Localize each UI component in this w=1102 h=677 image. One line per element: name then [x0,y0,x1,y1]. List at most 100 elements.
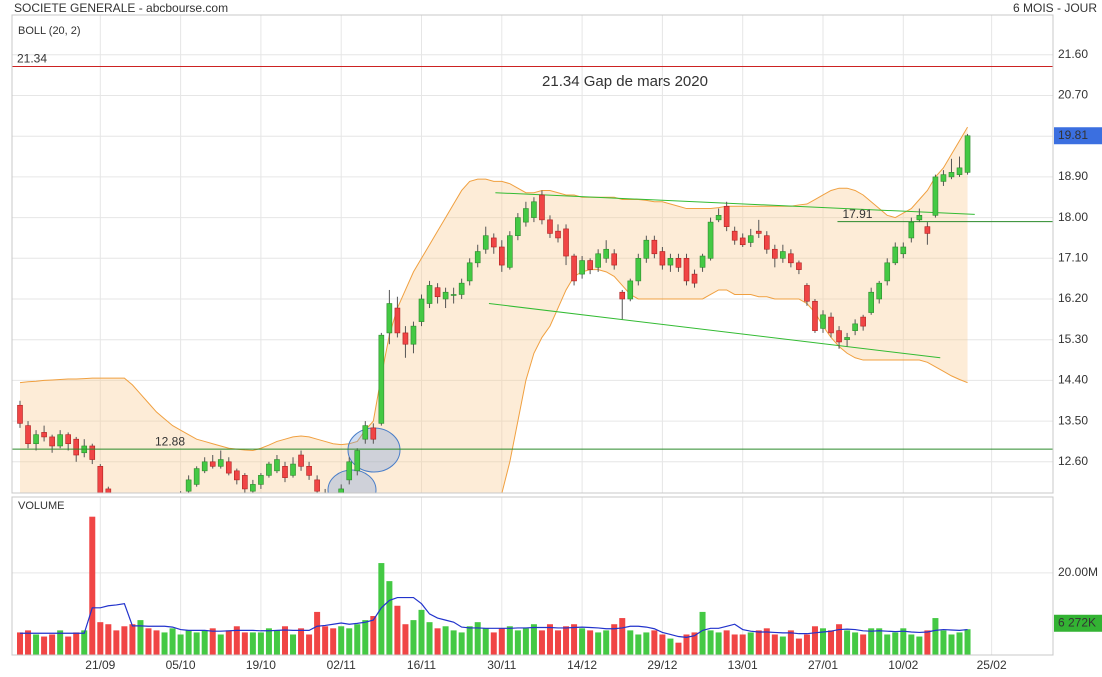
volume-bar [290,634,297,655]
candle-body [884,262,891,282]
candle-body [282,466,288,478]
candle-body [266,463,272,476]
volume-bar [129,624,136,655]
volume-bar [81,630,88,655]
axes: 12.60 13.50 14.40 15.30 16.20 17.10 18.00 18.90… [12,47,1102,672]
candle-body [378,334,385,424]
volume-bar [338,626,345,655]
volume-bar [546,624,553,655]
candle-body [699,255,706,268]
volume-bar [346,628,353,655]
volume-bar [514,630,521,655]
candle-body [370,427,377,440]
candle-body [201,461,208,472]
y-tick-label: 13.50 [1058,413,1088,427]
volume-bar [659,634,666,655]
volume-bar [675,642,682,655]
candle-body [635,257,642,282]
candle-body [747,235,754,243]
candle-body [105,488,112,493]
y-tick-label: 20.00M [1058,565,1098,579]
volume-bar [595,632,602,655]
candle-body [595,253,601,268]
candle-body [89,445,96,460]
volume-bar [571,624,578,655]
candle-body [394,307,401,334]
candle-body [804,285,810,302]
y-tick-label: 18.00 [1058,210,1088,224]
volume-pane [17,516,971,655]
volume-bar [490,632,497,655]
candle-body [225,461,232,474]
volume-bar [635,634,642,655]
header-period: 6 MOIS - JOUR [1013,1,1097,15]
last-price-label: 19.81 [1058,128,1088,142]
candle-body [852,323,858,331]
volume-bar [402,624,409,655]
volume-bar [603,630,610,655]
candle-body [482,235,489,250]
volume-bar [964,629,971,655]
volume-bar [691,632,698,655]
candle-body [900,246,907,255]
volume-bar [707,630,714,655]
x-tick-label: 25/02 [977,658,1007,672]
volume-bar [450,630,457,655]
volume-bar [876,628,883,655]
volume-bar [498,628,505,655]
volume-bar [153,630,160,655]
candle-body [386,303,393,334]
candle-body [731,230,738,241]
volume-bar [57,630,64,655]
volume-bar [836,624,843,655]
trend-line [495,192,975,215]
candle-body [17,404,23,424]
volume-bar [370,616,377,655]
volume-bar [811,626,818,655]
candle-body [812,300,818,331]
volume-bar [611,624,618,655]
candle-body [65,434,71,445]
candle-body [490,237,497,248]
candle-body [234,470,240,481]
volume-bar [306,634,313,655]
candle-body [418,298,425,322]
candle-body [844,337,850,340]
candle-body [410,325,417,345]
x-tick-label: 14/12 [567,658,597,672]
y-tick-label: 17.10 [1058,250,1088,264]
band-line [501,269,968,493]
candle-body [868,291,874,313]
volume-bar [33,634,40,655]
y-tick-label: 14.40 [1058,373,1088,387]
volume-bar [354,624,361,655]
candle-body [258,475,264,485]
volume-bar [747,632,754,655]
volume-bar [105,624,112,655]
candles [17,133,975,493]
volume-bar [257,632,264,655]
volume-average [20,596,968,638]
volume-bar [771,634,778,655]
y-tick-label: 18.90 [1058,169,1088,183]
volume-bar [314,611,321,655]
volume-bar [852,632,859,655]
volume-bar [538,630,545,655]
volume-bar [956,632,963,655]
x-tick-label: 29/12 [647,658,677,672]
last-volume-box [1054,614,1102,632]
volume-bar [137,620,144,655]
candle-body [667,257,674,266]
band-fill [20,127,968,493]
volume-bar [844,630,851,655]
volume-bar [731,634,738,655]
candle-body [250,484,256,492]
candle-body [498,246,505,266]
volume-bar [940,630,947,655]
candle-body [193,468,200,485]
candle-body [531,201,537,218]
candle-body [563,228,569,257]
volume-bar [241,632,248,655]
y-tick-label: 21.60 [1058,47,1088,61]
